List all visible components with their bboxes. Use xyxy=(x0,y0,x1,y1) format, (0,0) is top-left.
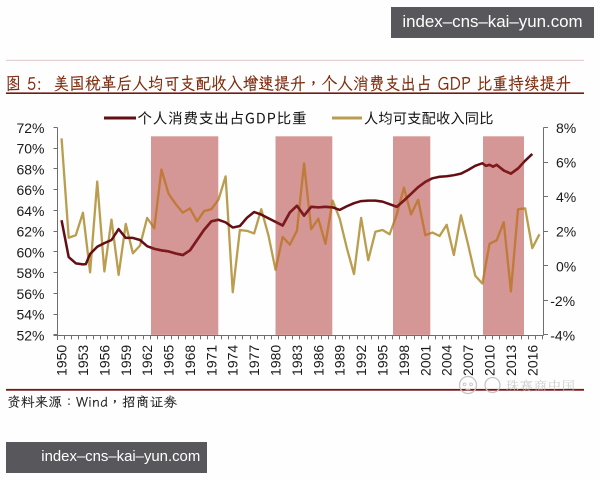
svg-text:54%: 54% xyxy=(16,307,44,323)
svg-text:1977: 1977 xyxy=(246,345,262,376)
svg-text:1962: 1962 xyxy=(139,345,155,376)
svg-text:-2%: -2% xyxy=(550,293,575,309)
svg-text:1950: 1950 xyxy=(54,345,70,376)
svg-text:66%: 66% xyxy=(16,182,44,198)
svg-text:68%: 68% xyxy=(16,162,44,178)
svg-text:1989: 1989 xyxy=(332,345,348,376)
svg-text:1974: 1974 xyxy=(225,345,241,376)
svg-text:6%: 6% xyxy=(556,155,576,171)
svg-text:56%: 56% xyxy=(16,286,44,302)
svg-text:64%: 64% xyxy=(16,203,44,219)
svg-text:1998: 1998 xyxy=(396,345,412,376)
svg-text:58%: 58% xyxy=(16,265,44,281)
svg-text:4%: 4% xyxy=(556,189,576,205)
svg-text:1986: 1986 xyxy=(310,345,326,376)
svg-text:60%: 60% xyxy=(16,244,44,260)
svg-text:62%: 62% xyxy=(16,224,44,240)
svg-text:72%: 72% xyxy=(16,120,44,136)
svg-text:2004: 2004 xyxy=(439,345,455,376)
svg-text:2013: 2013 xyxy=(503,345,519,376)
svg-text:8%: 8% xyxy=(556,120,576,136)
svg-text:2016: 2016 xyxy=(524,345,540,376)
svg-text:1995: 1995 xyxy=(375,345,391,376)
svg-text:1965: 1965 xyxy=(161,345,177,376)
svg-text:2010: 2010 xyxy=(482,345,498,376)
svg-text:1983: 1983 xyxy=(289,345,305,376)
svg-text:-4%: -4% xyxy=(550,327,575,343)
svg-text:2%: 2% xyxy=(556,224,576,240)
svg-text:1968: 1968 xyxy=(182,345,198,376)
svg-text:52%: 52% xyxy=(16,327,44,343)
svg-text:1959: 1959 xyxy=(118,345,134,376)
svg-text:70%: 70% xyxy=(16,141,44,157)
svg-text:1980: 1980 xyxy=(268,345,284,376)
svg-text:0%: 0% xyxy=(556,258,576,274)
svg-text:1953: 1953 xyxy=(75,345,91,376)
svg-text:1971: 1971 xyxy=(203,345,219,376)
svg-text:1956: 1956 xyxy=(96,345,112,376)
svg-text:1992: 1992 xyxy=(353,345,369,376)
svg-text:2007: 2007 xyxy=(460,345,476,376)
svg-text:2001: 2001 xyxy=(417,345,433,376)
